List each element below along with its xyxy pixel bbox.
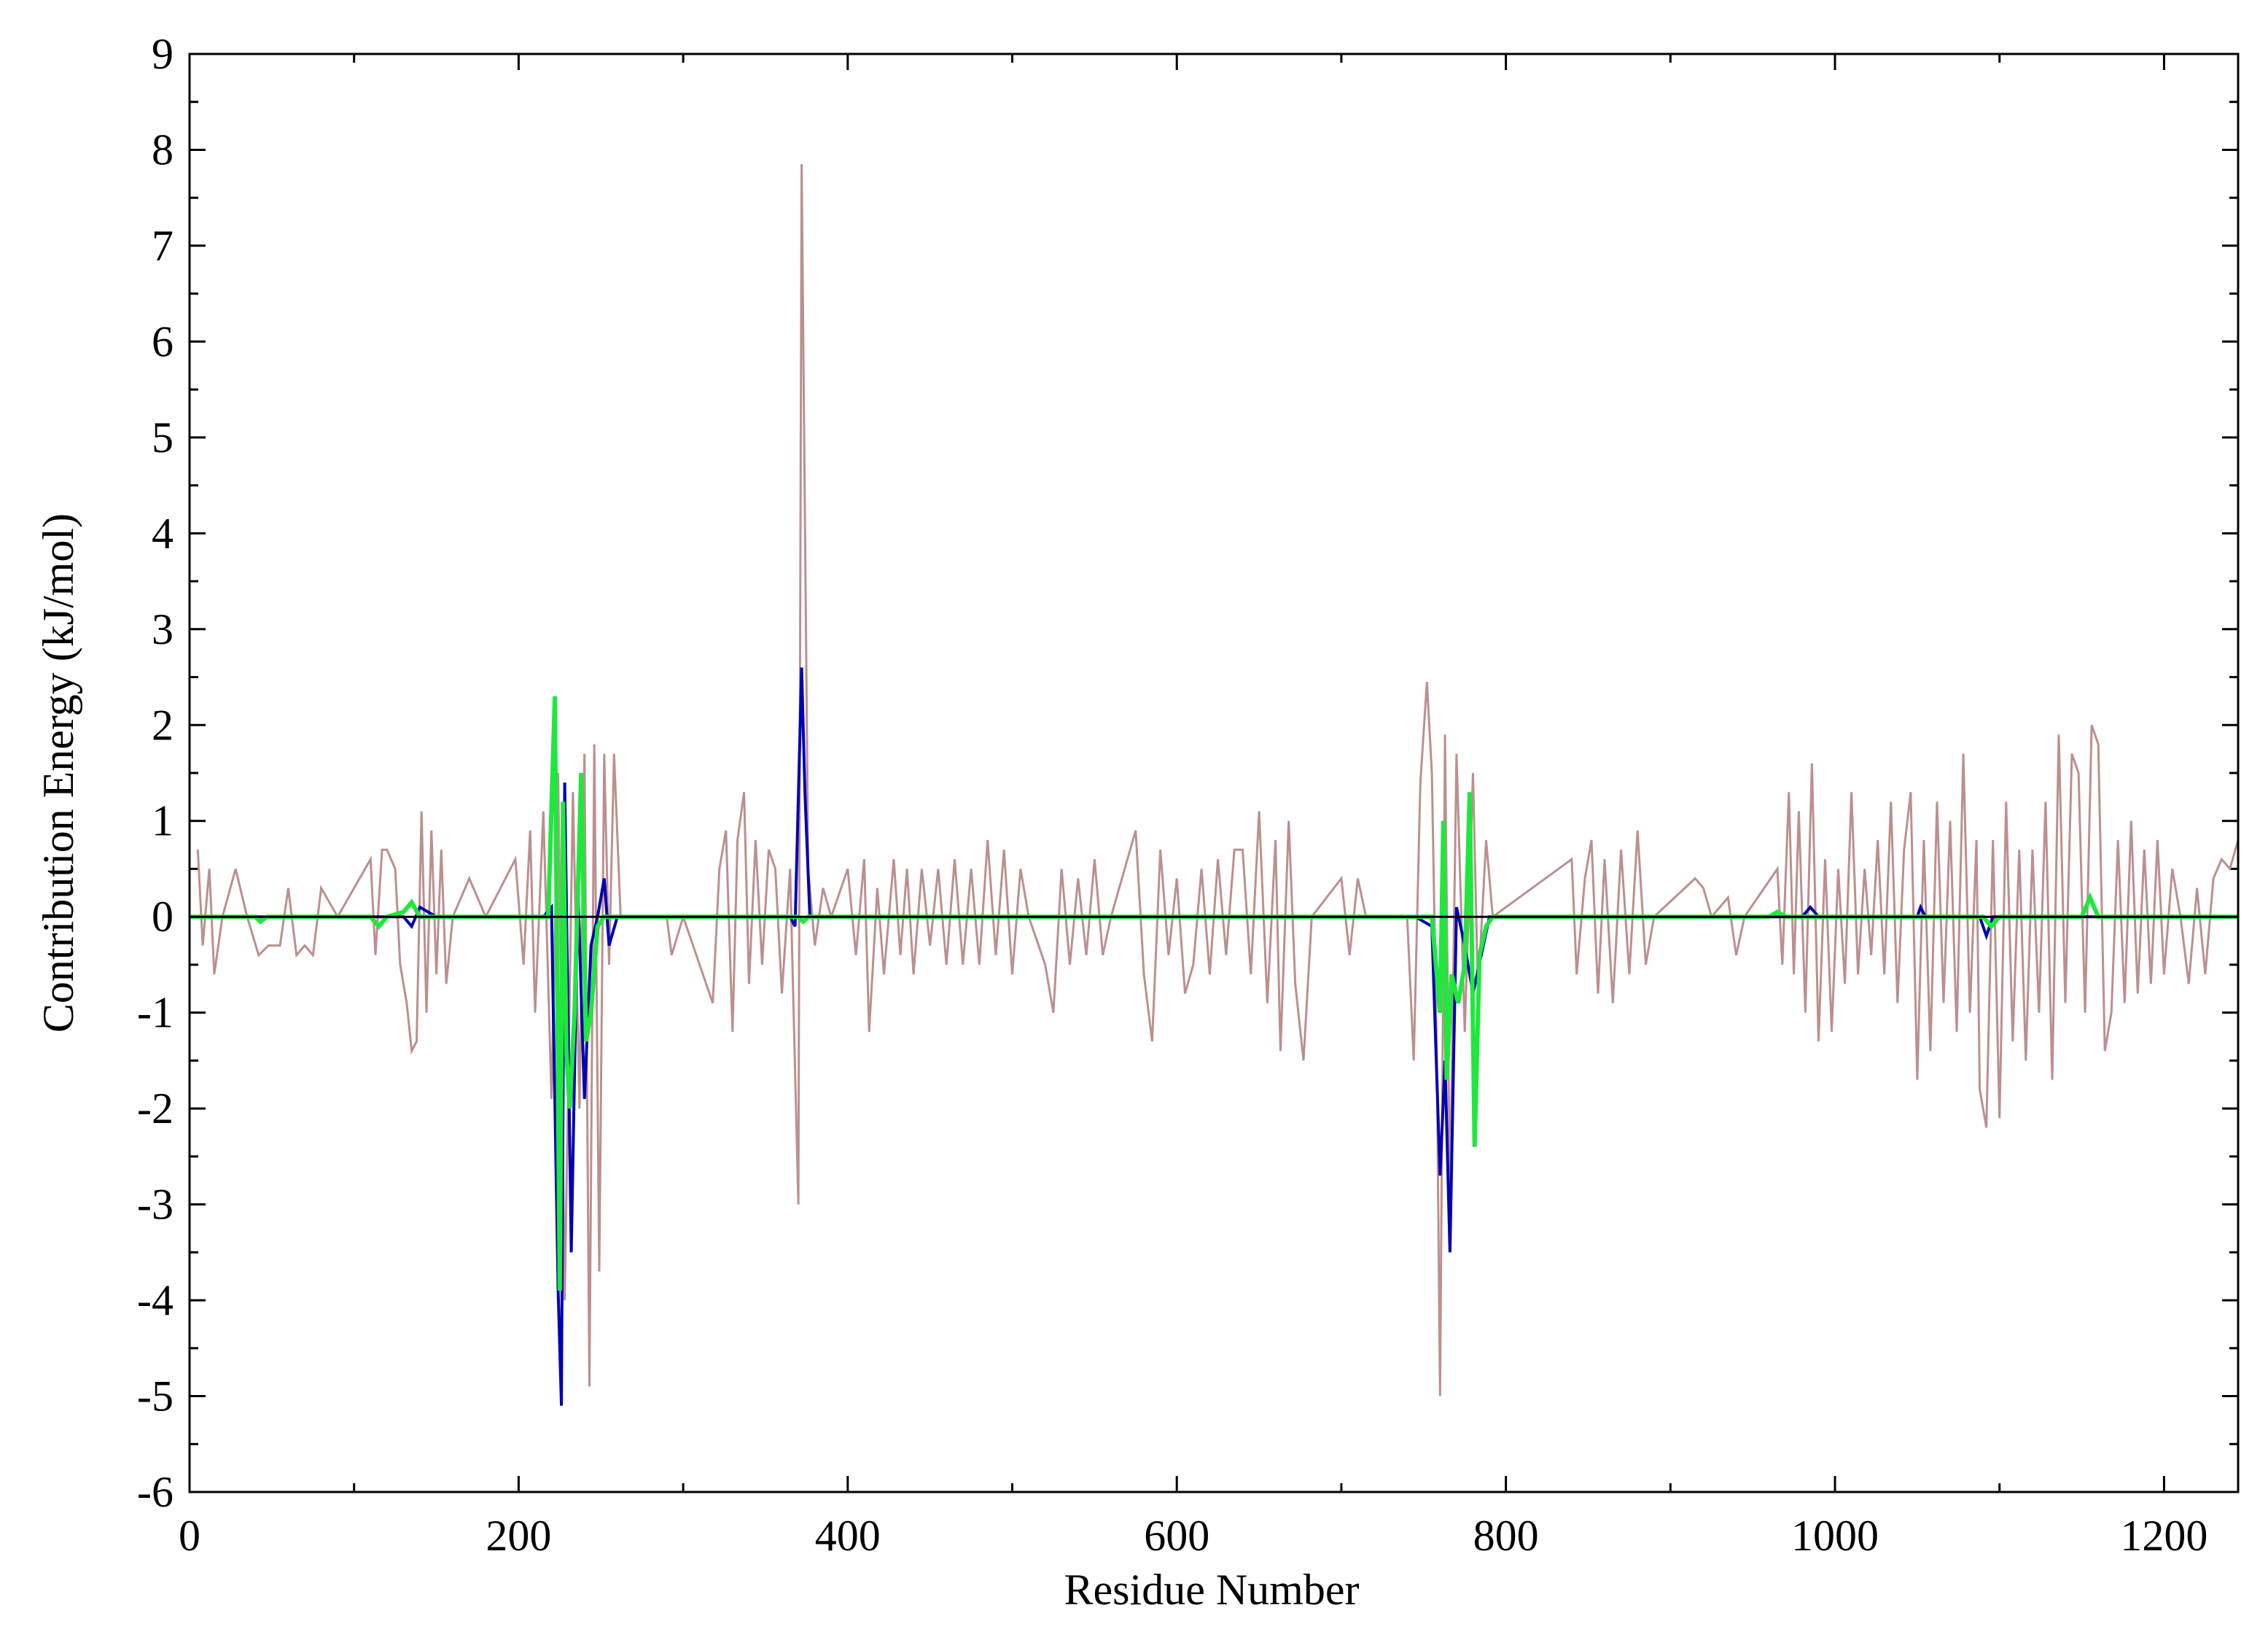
series-line [196, 164, 2240, 1396]
y-tick-label: -1 [137, 989, 174, 1037]
x-tick-label: 400 [815, 1512, 881, 1560]
y-tick-label: 9 [152, 30, 174, 78]
x-tick-label: 800 [1473, 1512, 1539, 1560]
y-tick-label: -4 [137, 1276, 174, 1324]
y-tick-label: -3 [137, 1181, 174, 1229]
x-tick-label: 1000 [1791, 1512, 1879, 1560]
y-tick-label: -6 [137, 1468, 174, 1516]
x-tick-label: 200 [486, 1512, 551, 1560]
y-tick-label: -2 [137, 1084, 174, 1132]
y-tick-label: 0 [152, 893, 174, 941]
y-tick-label: 8 [152, 125, 174, 174]
y-axis-title: Contribution Energy (kJ/mol) [34, 513, 82, 1033]
x-tick-label: 0 [179, 1512, 200, 1560]
series-line [190, 696, 2238, 1291]
y-tick-label: 3 [152, 605, 174, 653]
y-tick-label: 4 [152, 509, 174, 557]
y-tick-label: -5 [137, 1372, 174, 1421]
x-tick-label: 600 [1144, 1512, 1209, 1560]
y-tick-label: 5 [152, 413, 174, 462]
plot-frame [188, 53, 2240, 1493]
y-tick-label: 1 [152, 797, 174, 845]
x-tick-label: 1200 [2120, 1512, 2207, 1560]
y-tick-label: 7 [152, 222, 174, 270]
y-tick-label: 2 [152, 701, 174, 749]
y-tick-label: 6 [152, 317, 174, 365]
x-axis-title: Residue Number [1064, 1566, 1360, 1614]
